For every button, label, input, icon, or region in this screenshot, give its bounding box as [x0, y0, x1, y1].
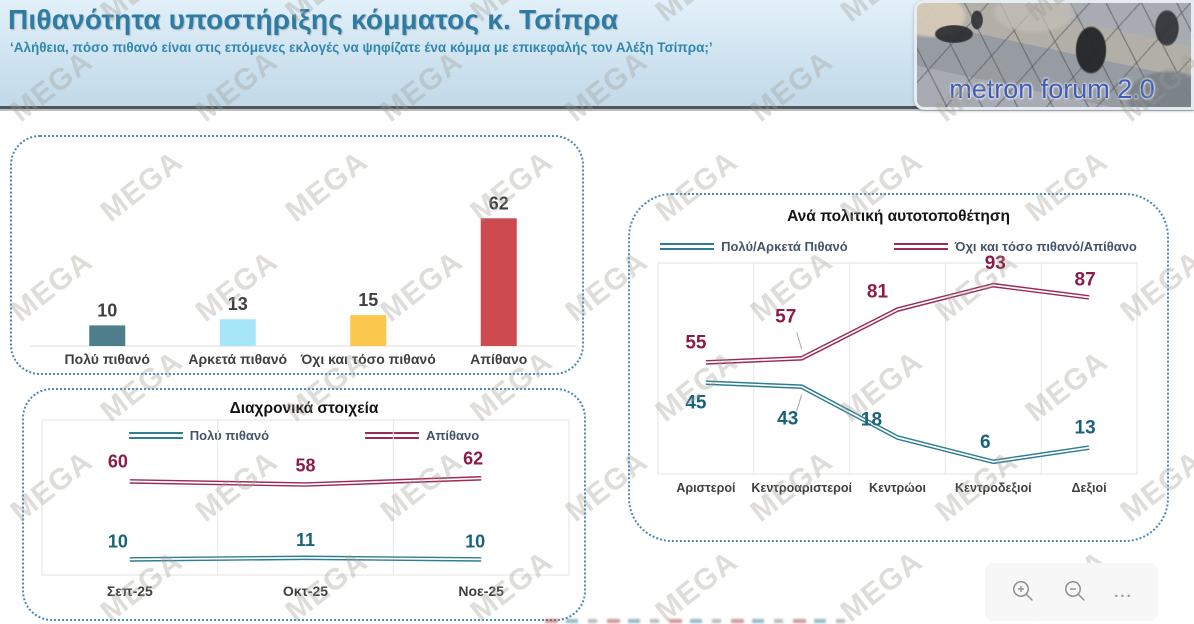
legend-item-0: Πολύ/Αρκετά Πιθανό — [660, 239, 848, 254]
legend-swatch — [893, 243, 948, 250]
bar-0 — [89, 325, 126, 346]
legend-item-1: Απίθανο — [365, 428, 479, 443]
category-label: Αρκετά πιθανό — [188, 351, 287, 367]
legend-label: Πολύ/Αρκετά Πιθανό — [721, 239, 848, 254]
series-line-inner — [129, 556, 482, 561]
bar-1 — [219, 319, 256, 346]
data-label: 58 — [295, 456, 315, 476]
data-label: 10 — [108, 531, 128, 551]
legend-label: Απίθανο — [426, 428, 480, 443]
category-label: Κεντροαριστεροί — [751, 481, 852, 495]
mega-watermark: MEGA — [0, 344, 4, 429]
data-label: 13 — [1075, 418, 1096, 439]
data-label: 45 — [685, 393, 707, 414]
mega-watermark: MEGA — [834, 544, 929, 624]
page-title: Πιθανότητα υποστήριξης κόμματος κ. Τσίπρ… — [8, 4, 619, 35]
category-label: Αριστεροί — [676, 481, 736, 495]
plot-border — [657, 262, 1138, 475]
category-label: Δεξιοί — [1072, 481, 1108, 495]
series-line-outer — [705, 380, 1090, 465]
data-label: 62 — [489, 193, 509, 213]
page-subtitle: ‘Αλήθεια, πόσο πιθανό είναι στις επόμενε… — [10, 40, 713, 55]
timeline-chart-title: Διαχρονικά στοιχεία — [229, 400, 379, 417]
data-label: 18 — [861, 409, 882, 430]
mega-watermark: MEGA — [649, 544, 744, 624]
timeline-chart-panel: Διαχρονικά στοιχεία Πολύ πιθανό Απίθανο 1… — [22, 388, 586, 621]
bar-2 — [350, 315, 387, 346]
data-label: 62 — [463, 448, 483, 468]
bar-chart: 10 Πολύ πιθανό 13 Αρκετά πιθανό 15 Όχι και τό… — [30, 193, 576, 367]
data-label: 60 — [108, 451, 128, 471]
metron-forum-logo: metron forum 2.0 — [914, 0, 1194, 110]
data-label: 81 — [867, 282, 889, 303]
data-label: 10 — [465, 531, 485, 551]
metron-forum-logo-text: metron forum 2.0 — [949, 74, 1155, 104]
data-label: 87 — [1075, 269, 1096, 290]
political-legend: Πολύ/Αρκετά Πιθανό Όχι και τόσο πιθανό/Απ… — [630, 239, 1167, 254]
data-label: 57 — [775, 306, 796, 327]
series-line-inner — [705, 284, 1090, 364]
series-line-inner — [129, 477, 482, 486]
zoom-out-button[interactable] — [1060, 576, 1090, 609]
legend-swatch — [660, 243, 715, 250]
legend-label: Όχι και τόσο πιθανό/Απίθανο — [954, 239, 1137, 254]
category-label: Όχι και τόσο πιθανό — [300, 351, 436, 367]
mega-watermark: MEGA — [0, 144, 4, 229]
bar-3 — [480, 218, 517, 346]
political-line-chart: 45 43 18 6 13 55 57 81 93 87 Αριστεροί Κεντροαριστε… — [657, 253, 1138, 495]
likelihood-bar-chart-panel: 10 Πολύ πιθανό 13 Αρκετά πιθανό 15 Όχι και τό… — [10, 135, 584, 375]
plot-border — [41, 419, 570, 576]
data-label: 11 — [296, 530, 315, 550]
data-label: 10 — [97, 300, 117, 320]
legend-swatch — [365, 432, 420, 439]
zoom-in-icon — [1010, 578, 1036, 607]
category-label: Νοε-25 — [458, 583, 504, 599]
mega-watermark: MEGA — [0, 544, 4, 624]
category-label: Οκτ-25 — [283, 583, 328, 599]
data-label: 55 — [685, 332, 707, 353]
series-line-outer — [129, 476, 482, 487]
clipped-text-fragment — [545, 619, 845, 623]
legend-item-0: Πολύ πιθανό — [128, 428, 270, 443]
data-label: 13 — [228, 294, 248, 314]
category-label: Κεντρώοι — [869, 481, 926, 495]
zoom-out-icon — [1062, 578, 1088, 607]
data-label: 93 — [985, 253, 1006, 274]
data-label: 43 — [777, 409, 798, 430]
series-line-inner — [705, 381, 1090, 463]
political-chart-panel: Ανά πολιτική αυτοτοποθέτηση Πολύ/Αρκετά … — [628, 193, 1169, 542]
label-leader-line — [796, 332, 803, 350]
timeline-line-chart: 10 11 10 60 58 62 Σεπ-25 Οκτ-25 Νοε-25 — [41, 419, 570, 599]
political-chart-title: Ανά πολιτική αυτοτοποθέτηση — [787, 208, 1010, 225]
category-label: Πολύ πιθανό — [65, 351, 150, 367]
legend-item-1: Όχι και τόσο πιθανό/Απίθανο — [893, 239, 1137, 254]
more-options-icon: ... — [1114, 583, 1133, 601]
timeline-legend: Πολύ πιθανό Απίθανο — [24, 428, 584, 443]
label-leader-line — [796, 394, 803, 411]
zoom-in-button[interactable] — [1008, 576, 1038, 609]
viewer-toolbar: ... — [985, 563, 1158, 621]
legend-label: Πολύ πιθανό — [189, 428, 270, 443]
series-line-outer — [705, 282, 1090, 365]
data-label: 15 — [358, 290, 378, 310]
category-label: Απίθανο — [470, 351, 527, 367]
legend-swatch — [128, 432, 183, 439]
more-options-button[interactable]: ... — [1112, 583, 1135, 602]
category-label: Κεντροδεξιοί — [955, 481, 1032, 495]
category-label: Σεπ-25 — [107, 583, 153, 599]
data-label: 6 — [980, 432, 991, 453]
